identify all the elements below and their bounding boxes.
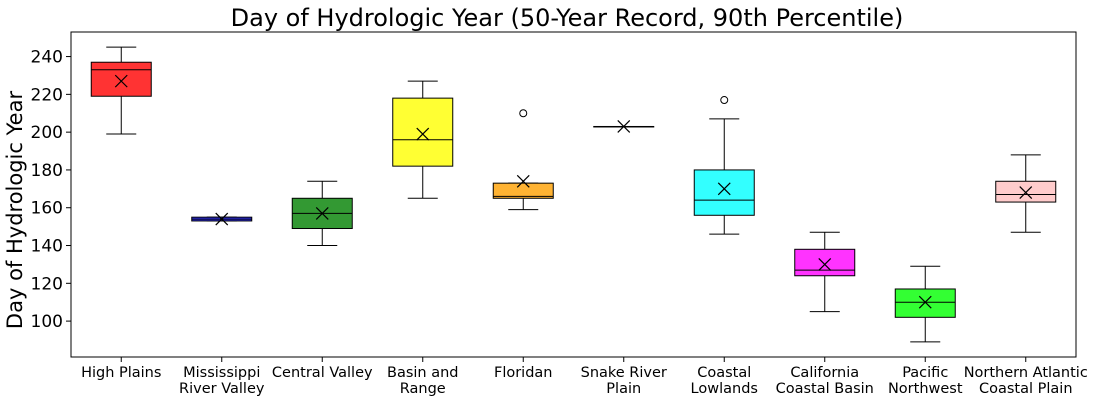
box (90, 61, 152, 97)
x-tick-label: Lowlands (691, 381, 758, 397)
plot-area: 100 120 140 160 180 200 220 240 High Plains Missi… (31, 46, 1088, 397)
y-tick-label: 220 (31, 85, 63, 105)
chart-title: Day of Hydrologic Year (50-Year Record, … (231, 4, 904, 32)
x-tick-label: Coastal Plain (979, 381, 1073, 397)
box (492, 182, 554, 199)
box (794, 248, 856, 277)
x-tick-label: Range (400, 381, 446, 397)
y-tick-label: 240 (31, 48, 63, 68)
x-tick-label: Northern Atlantic (964, 365, 1088, 381)
x-tick-label: Floridan (494, 365, 553, 381)
outlier-point (720, 96, 729, 105)
mean-marker (215, 212, 229, 226)
y-tick-label: 180 (31, 161, 63, 181)
x-tick-label: Basin and (387, 365, 459, 381)
outlier-point (519, 109, 528, 118)
mean-marker (617, 120, 631, 133)
plot-frame (70, 31, 1077, 358)
box (392, 97, 454, 167)
box (894, 288, 956, 318)
y-tick-label: 200 (31, 123, 63, 143)
x-tick-label: Central Valley (272, 365, 373, 381)
x-tick-label: Pacific (902, 365, 948, 381)
y-axis-label: Day of Hydrologic Year (3, 91, 27, 330)
x-tick-label: Plain (606, 381, 641, 397)
box (995, 180, 1057, 203)
box (693, 169, 755, 216)
mean-marker (516, 174, 530, 188)
y-tick-label: 140 (31, 237, 63, 257)
x-tick-label: High Plains (81, 365, 161, 381)
x-tick-label: California (790, 365, 859, 381)
x-tick-label: River Valley (179, 381, 265, 397)
mean-marker (918, 295, 932, 309)
mean-marker (818, 257, 832, 271)
mean-marker (717, 182, 731, 196)
mean-marker (416, 127, 430, 141)
y-tick-label: 120 (31, 274, 63, 294)
x-tick-label: Coastal (697, 365, 751, 381)
x-tick-label: Northwest (888, 381, 963, 397)
x-tick-label: Snake River (581, 365, 667, 381)
y-tick-label: 100 (31, 312, 63, 332)
mean-marker (315, 206, 329, 220)
mean-marker (114, 74, 128, 88)
x-tick-label: Mississippi (183, 365, 260, 381)
mean-marker (1019, 186, 1033, 200)
y-tick-label: 160 (31, 199, 63, 219)
x-tick-label: Coastal Basin (776, 381, 874, 397)
